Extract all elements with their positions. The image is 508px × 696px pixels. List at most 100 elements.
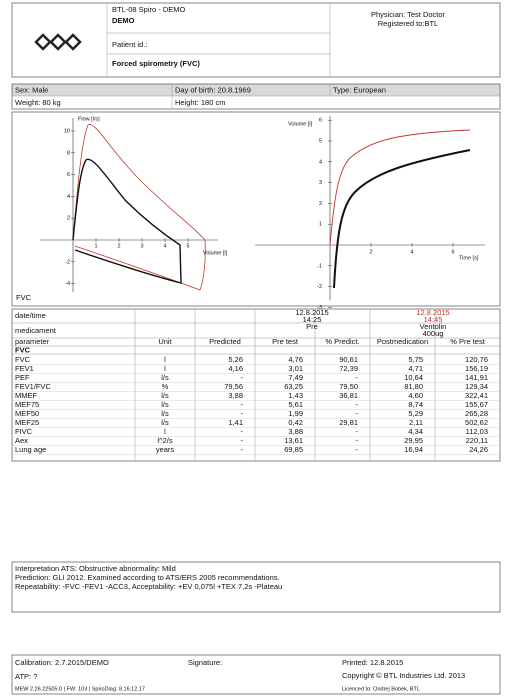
cell: MEF50 [15,409,39,418]
cell: - [241,373,244,382]
y-tick-label: 8 [67,150,70,156]
cell: FEV1/FVC [15,382,51,391]
cell: - [241,409,244,418]
x-axis-label: Volume [l] [203,250,228,256]
cell: 4,71 [408,364,423,373]
cell: l/s [161,409,169,418]
y-tick-label: 6 [319,118,322,124]
cell: 156,19 [465,364,488,373]
x-axis-label: Time [s] [459,255,479,261]
signature: Signature: [188,658,222,667]
y-tick-label: 4 [319,159,322,165]
cell: MEF75 [15,400,39,409]
y-tick-label: 3 [319,180,322,186]
graphs-label: FVC [16,293,32,302]
y-tick-label: 4 [67,194,70,200]
cell: 4,60 [408,391,423,400]
cell: 7,49 [288,373,303,382]
footer-box [11,654,501,695]
cell: 72,39 [339,364,358,373]
x-tick-label: 4 [163,243,166,249]
y-tick-label: 5 [319,138,322,144]
cell: 3,88 [288,427,303,436]
x-tick-label: 4 [410,249,413,255]
cell: 265,28 [465,409,488,418]
x-tick-label: 5 [186,243,189,249]
mode: DEMO [112,16,135,25]
info-box [11,83,501,110]
cell: l [164,355,166,364]
cell: 120,76 [465,355,488,364]
copyright: Copyright © BTL Industries Ltd. 2013 [342,671,465,680]
cell: 29,95 [404,436,423,445]
birth: Day of birth: 20.8.1969 [175,85,251,94]
cell: 1,99 [288,409,303,418]
column-header: Unit [158,337,172,346]
pre-date: 12.8.2015 [295,308,328,317]
logo [34,33,82,51]
medicament-label: medicament [15,326,57,335]
cell: - [241,445,244,454]
y-tick-label: -4 [65,281,70,287]
cell: 322,41 [465,391,488,400]
post-dose: 400ug [423,329,444,338]
info-row-shade [12,84,500,96]
cell: 155,67 [465,400,488,409]
cell: 3,01 [288,364,303,373]
cell: % [162,382,169,391]
flow-volume-graph: Flow [l/s] Volume [l] 10 8 6 4 2 -2 -4 1 2 3 4 5 [40,116,228,292]
cell: 69,85 [284,445,303,454]
version: MEW 2.26.22505.0 | FW: 103 | SpiroDiag: … [15,686,145,692]
cell: 112,03 [466,427,488,436]
cell: l/s [161,373,169,382]
cell: l/s [161,418,169,427]
cell: Aex [15,436,28,445]
x-tick-label: 6 [451,249,454,255]
cell: 1,41 [228,418,243,427]
x-tick-label: 2 [369,249,372,255]
height: Height: 180 cm [175,98,225,107]
cell: 63,25 [284,382,303,391]
column-header: % Predict. [325,337,359,346]
cell: MMEF [15,391,37,400]
cell: - [356,409,359,418]
cell: 10,64 [404,373,423,382]
type: Type: European [333,85,386,94]
cell: 36,81 [339,391,358,400]
test-name: Forced spirometry (FVC) [112,59,200,68]
cell: - [356,445,359,454]
column-header: Postmedication [377,337,428,346]
y-axis-label: Flow [l/s] [78,116,100,122]
interpretation-line: Interpretation ATS: Obstructive abnormal… [15,564,176,573]
cell: l/s [161,391,169,400]
device-name: BTL-08 Spiro - DEMO [112,5,186,14]
cell: FEV1 [15,364,34,373]
post-date: 12.8.2015 [416,308,449,317]
y-tick-label: 10 [64,128,70,134]
y-tick-label: 6 [67,172,70,178]
cell: 0,42 [288,418,303,427]
registered: Registered to:BTL [378,19,438,28]
y-tick-label: -2 [65,259,70,265]
y-tick-label: 2 [319,201,322,207]
column-header: Predicted [209,337,241,346]
cell: 29,81 [339,418,358,427]
post-time: 14:45 [424,315,443,324]
volume-time-graph: Volume [l] Time [s] 6 5 4 3 2 1 -1 -2 -3 2 4 6 [255,116,485,311]
cell: 90,61 [339,355,358,364]
cell: - [241,400,244,409]
printed: Printed: 12.8.2015 [342,658,403,667]
y-axis-label: Volume [l] [288,121,313,127]
cell: 3,88 [228,391,243,400]
cell: l [164,364,166,373]
cell: 79,50 [339,382,358,391]
table-frame [11,308,501,462]
cell: 220,11 [466,436,488,445]
column-header: parameter [15,337,50,346]
interpretation-line: Repeatability: -FVC -FEV1 -ACC3, Accepta… [15,582,282,591]
column-header: Pre test [272,337,299,346]
cell: - [356,427,359,436]
cell: 4,34 [408,427,423,436]
licence: Licenced to: Ondrej Bobek, BTL [342,686,420,692]
